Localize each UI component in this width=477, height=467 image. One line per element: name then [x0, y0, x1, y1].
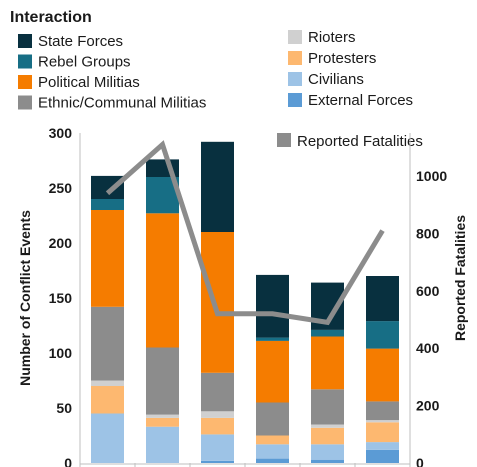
legend-label-external-forces: External Forces [308, 92, 413, 109]
y-tick-label: 50 [56, 400, 72, 416]
bar-civilians-4 [256, 444, 289, 459]
legend-item-protesters: Protesters [288, 50, 376, 67]
y-tick-label: 250 [49, 180, 73, 196]
bar-protesters-4 [256, 435, 289, 445]
right-axis: 0 200 400 600 800 1000 [409, 133, 447, 467]
legend-item-ethnic-communal-militias: Ethnic/Communal Militias [18, 95, 206, 112]
bar-external-forces-3 [201, 460, 234, 463]
legend-label-civilians: Civilians [308, 71, 364, 88]
legend-label-protesters: Protesters [308, 50, 376, 67]
y-tick-label: 200 [49, 235, 73, 251]
y2-tick-label: 200 [416, 398, 440, 414]
legend: State Forces Rebel Groups Political Militi… [18, 29, 413, 112]
y-tick-label: 100 [49, 345, 73, 361]
y2-tick-label: 800 [416, 225, 440, 241]
bar-political-militias-6 [366, 348, 399, 402]
fatalities-line [105, 140, 385, 326]
bar-ethnic-communal-militias-3 [201, 372, 234, 412]
bar-state-forces-1 [91, 175, 124, 199]
bar-ethnic-communal-militias-5 [311, 389, 344, 425]
legend-title: Interaction [10, 9, 92, 26]
y2-tick-label: 1000 [416, 168, 447, 184]
legend-item-external-forces: External Forces [288, 92, 413, 109]
legend-swatch-rioters [288, 30, 302, 44]
legend-item-reported-fatalities: Reported Fatalities [277, 133, 423, 150]
bar-rioters-1 [91, 380, 124, 386]
bar-external-forces-6 [366, 449, 399, 463]
bar-protesters-2 [146, 417, 179, 427]
bar-political-militias-1 [91, 210, 124, 307]
bar-stack-2 [146, 159, 179, 463]
bar-rioters-5 [311, 424, 344, 428]
bar-stack-6 [366, 276, 399, 463]
bar-rebel-groups-6 [366, 321, 399, 349]
bar-civilians-1 [91, 413, 124, 463]
bar-ethnic-communal-militias-4 [256, 402, 289, 436]
y-tick-label: 150 [49, 290, 73, 306]
legend-swatch-external-forces [288, 93, 302, 107]
bar-external-forces-5 [311, 459, 344, 463]
bar-protesters-5 [311, 427, 344, 445]
bar-protesters-3 [201, 417, 234, 435]
legend-swatch-rebel-groups [18, 54, 32, 69]
bar-political-militias-5 [311, 336, 344, 390]
bar-rebel-groups-5 [311, 329, 344, 337]
legend-swatch-political-militias [18, 75, 32, 89]
legend-item-rebel-groups: Rebel Groups [18, 54, 131, 71]
y-axis-title: Number of Conflict Events [17, 210, 33, 386]
y2-tick-label: 400 [416, 340, 440, 356]
bar-political-militias-4 [256, 340, 289, 403]
bar-stack-3 [201, 141, 234, 463]
bar-state-forces-6 [366, 276, 399, 322]
legend-label-ethnic-communal-militias: Ethnic/Communal Militias [38, 95, 206, 112]
bar-rebel-groups-1 [91, 199, 124, 210]
legend-item-civilians: Civilians [288, 71, 364, 88]
legend-item-political-militias: Political Militias [18, 74, 140, 91]
bar-ethnic-communal-militias-6 [366, 401, 399, 421]
legend-label-rioters: Rioters [308, 29, 356, 46]
bar-protesters-6 [366, 422, 399, 443]
bar-external-forces-4 [256, 458, 289, 463]
legend-swatch-civilians [288, 72, 302, 86]
legend-item-rioters: Rioters [288, 29, 356, 46]
legend-label-reported-fatalities: Reported Fatalities [297, 133, 423, 150]
bar-ethnic-communal-militias-2 [146, 347, 179, 415]
bar-rioters-6 [366, 420, 399, 423]
bar-state-forces-3 [201, 141, 234, 232]
legend-swatch-protesters [288, 51, 302, 65]
bar-stack-4 [256, 274, 289, 463]
bar-ethnic-communal-militias-1 [91, 306, 124, 381]
bar-rioters-3 [201, 411, 234, 418]
y2-tick-label: 600 [416, 283, 440, 299]
bar-civilians-3 [201, 434, 234, 461]
y-tick-label: 300 [49, 125, 73, 141]
bar-civilians-5 [311, 444, 344, 460]
bar-political-militias-3 [201, 232, 234, 373]
legend-item-state-forces: State Forces [18, 33, 123, 50]
bar-stack-5 [311, 282, 344, 463]
legend-label-state-forces: State Forces [38, 33, 123, 50]
bar-civilians-2 [146, 426, 179, 463]
legend-swatch-ethnic-communal-militias [18, 95, 32, 110]
legend-label-political-militias: Political Militias [38, 74, 140, 91]
y2-axis-title: Reported Fatalities [452, 215, 468, 341]
bar-civilians-6 [366, 442, 399, 450]
plot-area: Reported Fatalities [91, 133, 423, 463]
bar-rioters-2 [146, 414, 179, 418]
legend-swatch-state-forces [18, 34, 32, 48]
bar-political-militias-2 [146, 213, 179, 348]
bar-state-forces-4 [256, 274, 289, 338]
bar-protesters-1 [91, 386, 124, 414]
legend-swatch-reported-fatalities [277, 133, 291, 147]
left-axis: 0 50 100 150 200 250 300 [49, 125, 411, 467]
bar-rebel-groups-4 [256, 337, 289, 341]
bar-stack-1 [91, 175, 124, 463]
y-tick-label: 0 [64, 455, 72, 467]
legend-label-rebel-groups: Rebel Groups [38, 54, 131, 71]
y2-tick-label: 0 [416, 455, 424, 467]
